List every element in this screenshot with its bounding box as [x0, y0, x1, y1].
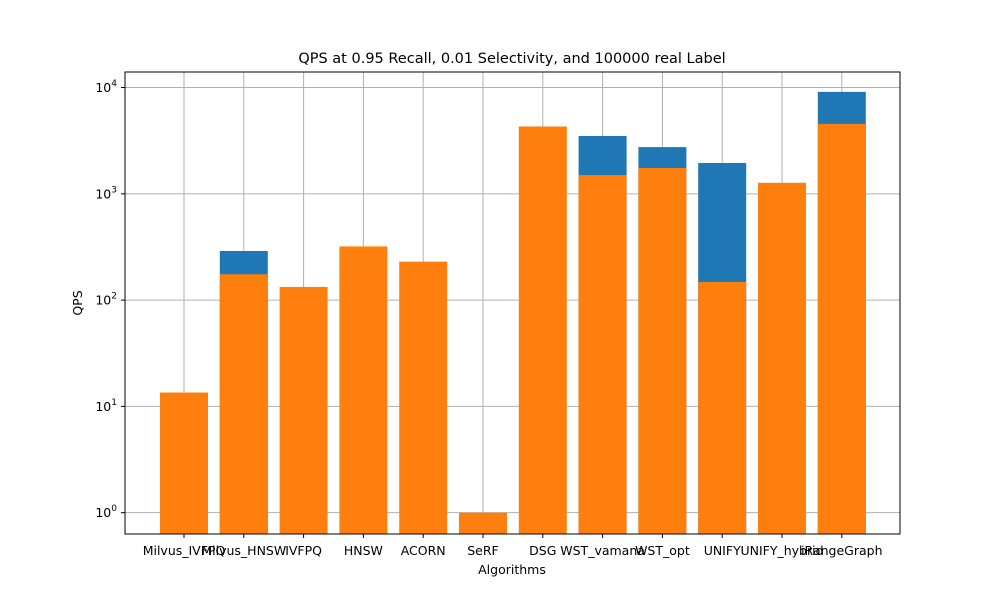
bar-series-2-unify-hybrid — [758, 182, 806, 534]
bar-series-2-acorn — [399, 261, 448, 534]
bar-series-2-wst-vamana — [578, 175, 627, 534]
x-tick-label: UNIFY — [704, 543, 741, 558]
y-axis-label: QPS — [70, 290, 85, 315]
bar-series-2-hnsw — [339, 246, 388, 534]
x-tick-label: Milvus_HNSW — [201, 543, 286, 558]
x-tick-label: DSG — [529, 543, 556, 558]
x-tick-label: SeRF — [467, 543, 499, 558]
y-tick-label: 103 — [95, 185, 117, 201]
x-tick-label: UNIFY_hybrid — [740, 543, 823, 558]
bar-series-2-unify — [698, 282, 747, 534]
x-tick-label: WST_vamana — [560, 543, 645, 558]
bar-series-2-wst-opt — [638, 167, 687, 534]
x-tick-label: HNSW — [344, 543, 383, 558]
bar-series-2-milvus-hnsw — [219, 274, 268, 534]
y-tick-label: 104 — [95, 79, 117, 95]
y-tick-label: 102 — [95, 292, 117, 308]
x-tick-label: ACORN — [401, 543, 446, 558]
plot-frame — [124, 71, 901, 535]
bar-series-2-irangegraph — [817, 123, 866, 534]
x-tick-label: WST_opt — [635, 543, 690, 558]
x-tick-label: Milvus_IVFPQ — [143, 543, 226, 558]
bar-series-2-milvus-ivfpq — [160, 392, 208, 534]
bar-series-2-dsg — [518, 126, 567, 534]
x-tick-label: iRangeGraph — [801, 543, 882, 558]
chart-title: QPS at 0.95 Recall, 0.01 Selectivity, an… — [298, 51, 725, 67]
y-tick-label: 101 — [95, 398, 117, 414]
bar-series-2-ivfpq — [279, 286, 328, 534]
bar-layer — [160, 91, 866, 535]
y-tick-label: 100 — [95, 504, 117, 520]
x-axis-label: Algorithms — [478, 562, 546, 577]
bar-series-2-serf — [459, 512, 507, 534]
x-tick-label: IVFPQ — [285, 543, 322, 558]
